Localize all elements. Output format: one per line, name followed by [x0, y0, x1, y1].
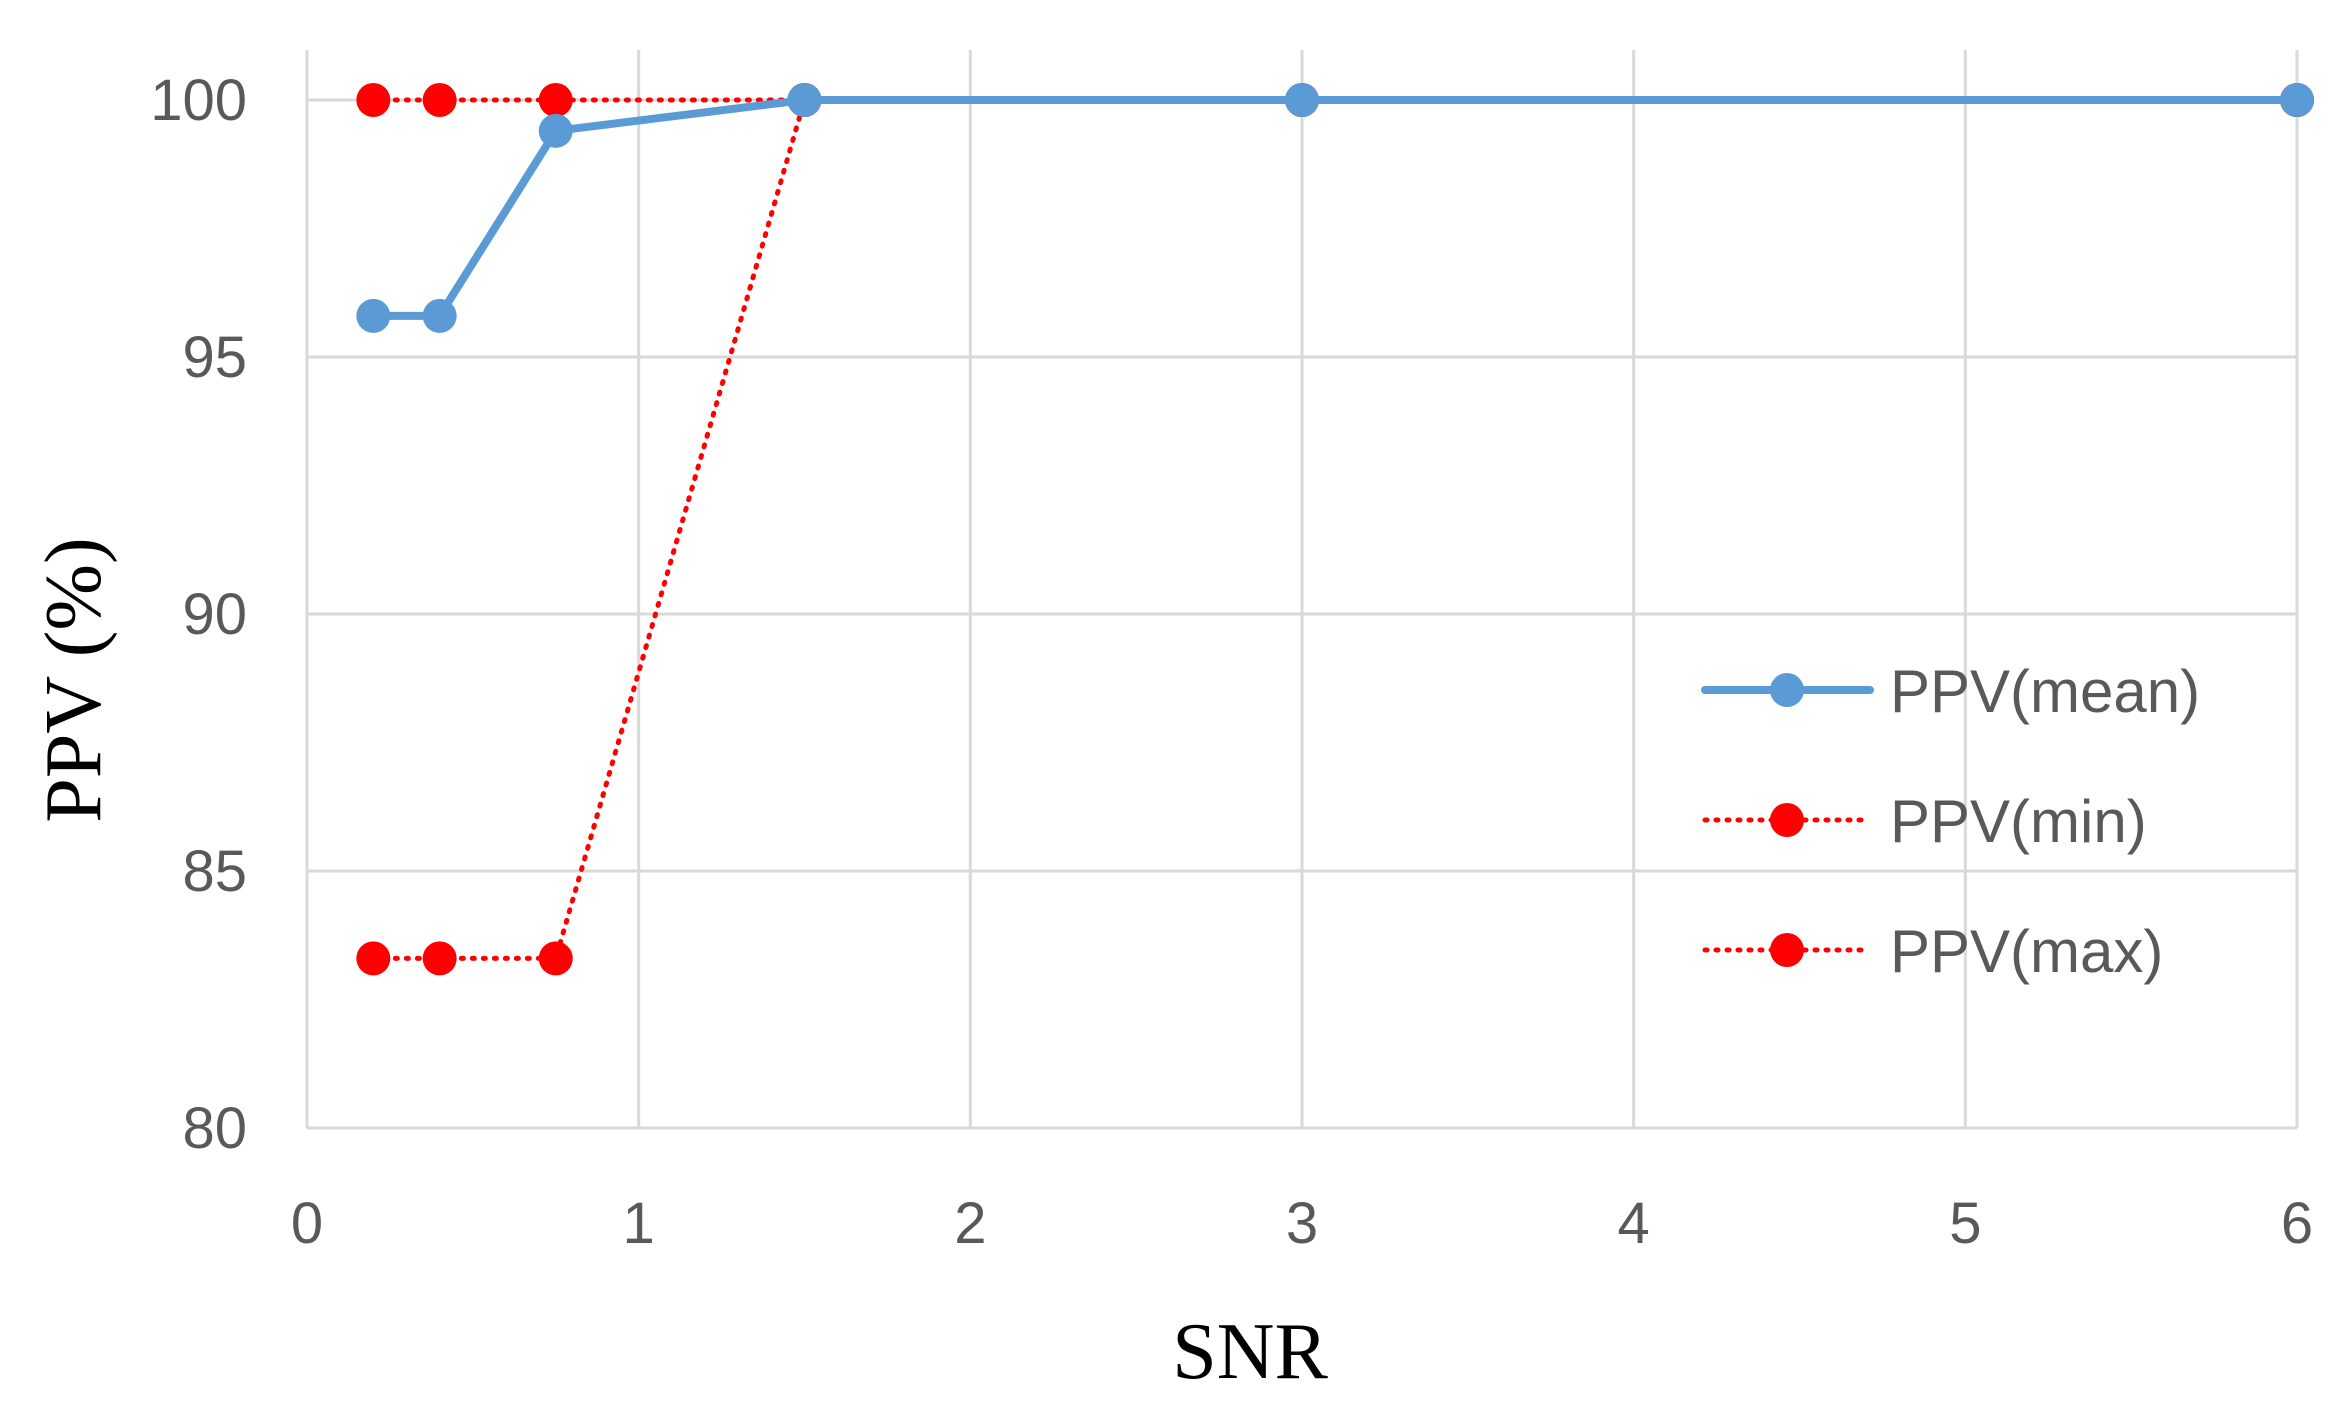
- data-point-ppv-max: [356, 83, 391, 117]
- y-tick-label: 100: [150, 68, 247, 133]
- axes: [305, 50, 2297, 1130]
- legend-label: PPV(mean): [1890, 658, 2200, 725]
- legend-marker: [1770, 673, 1804, 707]
- data-point-ppv-max: [538, 83, 573, 117]
- y-tick-label: 90: [182, 582, 247, 647]
- data-point-ppv-mean: [538, 113, 573, 148]
- data-point-ppv-min: [538, 941, 573, 976]
- data-point-ppv-min: [422, 941, 457, 976]
- series-group: [356, 83, 2314, 976]
- y-tick-label: 95: [182, 325, 247, 390]
- legend-marker: [1770, 933, 1804, 967]
- x-tick-label: 6: [2281, 1191, 2313, 1256]
- x-axis-title: SNR: [1172, 1308, 1328, 1396]
- x-tick-label: 4: [1618, 1191, 1650, 1256]
- legend-label: PPV(max): [1890, 918, 2163, 985]
- x-tick-label: 5: [1949, 1191, 1981, 1256]
- x-tick-label: 1: [623, 1191, 655, 1256]
- tick-labels: 80 85 90 95 100 0 1 2 3 4 5 6: [150, 68, 2313, 1256]
- data-point-ppv-mean: [356, 298, 391, 333]
- data-point-ppv-mean: [1285, 83, 1319, 117]
- data-point-ppv-mean: [2280, 83, 2314, 117]
- y-tick-label: 80: [182, 1096, 247, 1161]
- data-point-ppv-min: [356, 941, 391, 976]
- series-line-ppv-mean: [369, 96, 2301, 320]
- legend-marker: [1770, 803, 1804, 837]
- x-tick-label: 2: [954, 1191, 986, 1256]
- legend-label: PPV(min): [1890, 788, 2147, 855]
- data-point-ppv-mean: [422, 298, 457, 333]
- data-point-ppv-max: [422, 83, 457, 117]
- x-tick-label: 3: [1286, 1191, 1318, 1256]
- y-axis-title: PPV (%): [30, 537, 118, 822]
- y-tick-label: 85: [182, 839, 247, 904]
- data-point-ppv-mean: [787, 83, 822, 117]
- legend: PPV(mean) PPV(min) PPV(max): [1701, 658, 2200, 985]
- x-tick-label: 0: [291, 1191, 323, 1256]
